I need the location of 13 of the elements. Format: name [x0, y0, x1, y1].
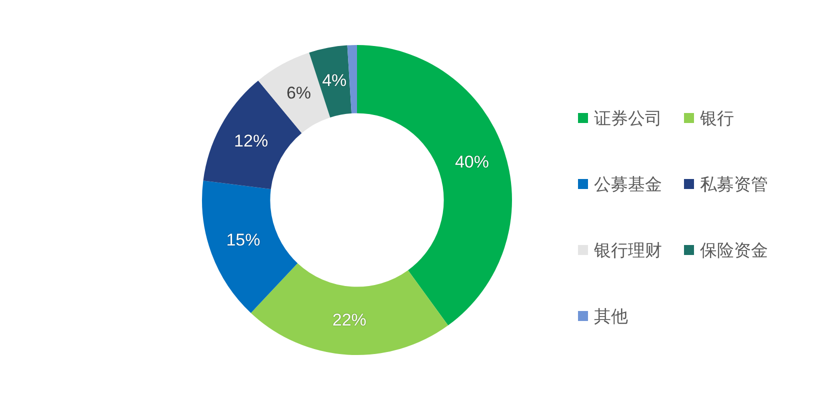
data-label: 4%	[322, 70, 347, 90]
legend-label: 证券公司	[594, 108, 662, 130]
legend-label: 保险资金	[700, 240, 768, 262]
legend-label: 其他	[594, 306, 628, 328]
data-label: 22%	[332, 310, 366, 330]
data-label: 15%	[226, 230, 260, 250]
legend-label: 公募基金	[594, 174, 662, 196]
data-label: 40%	[454, 152, 489, 172]
legend-label: 银行理财	[594, 240, 662, 262]
legend-label: 私募资管	[700, 174, 768, 196]
data-label: 6%	[286, 84, 312, 103]
data-label: 12%	[234, 131, 268, 150]
legend-label: 银行	[700, 108, 734, 130]
